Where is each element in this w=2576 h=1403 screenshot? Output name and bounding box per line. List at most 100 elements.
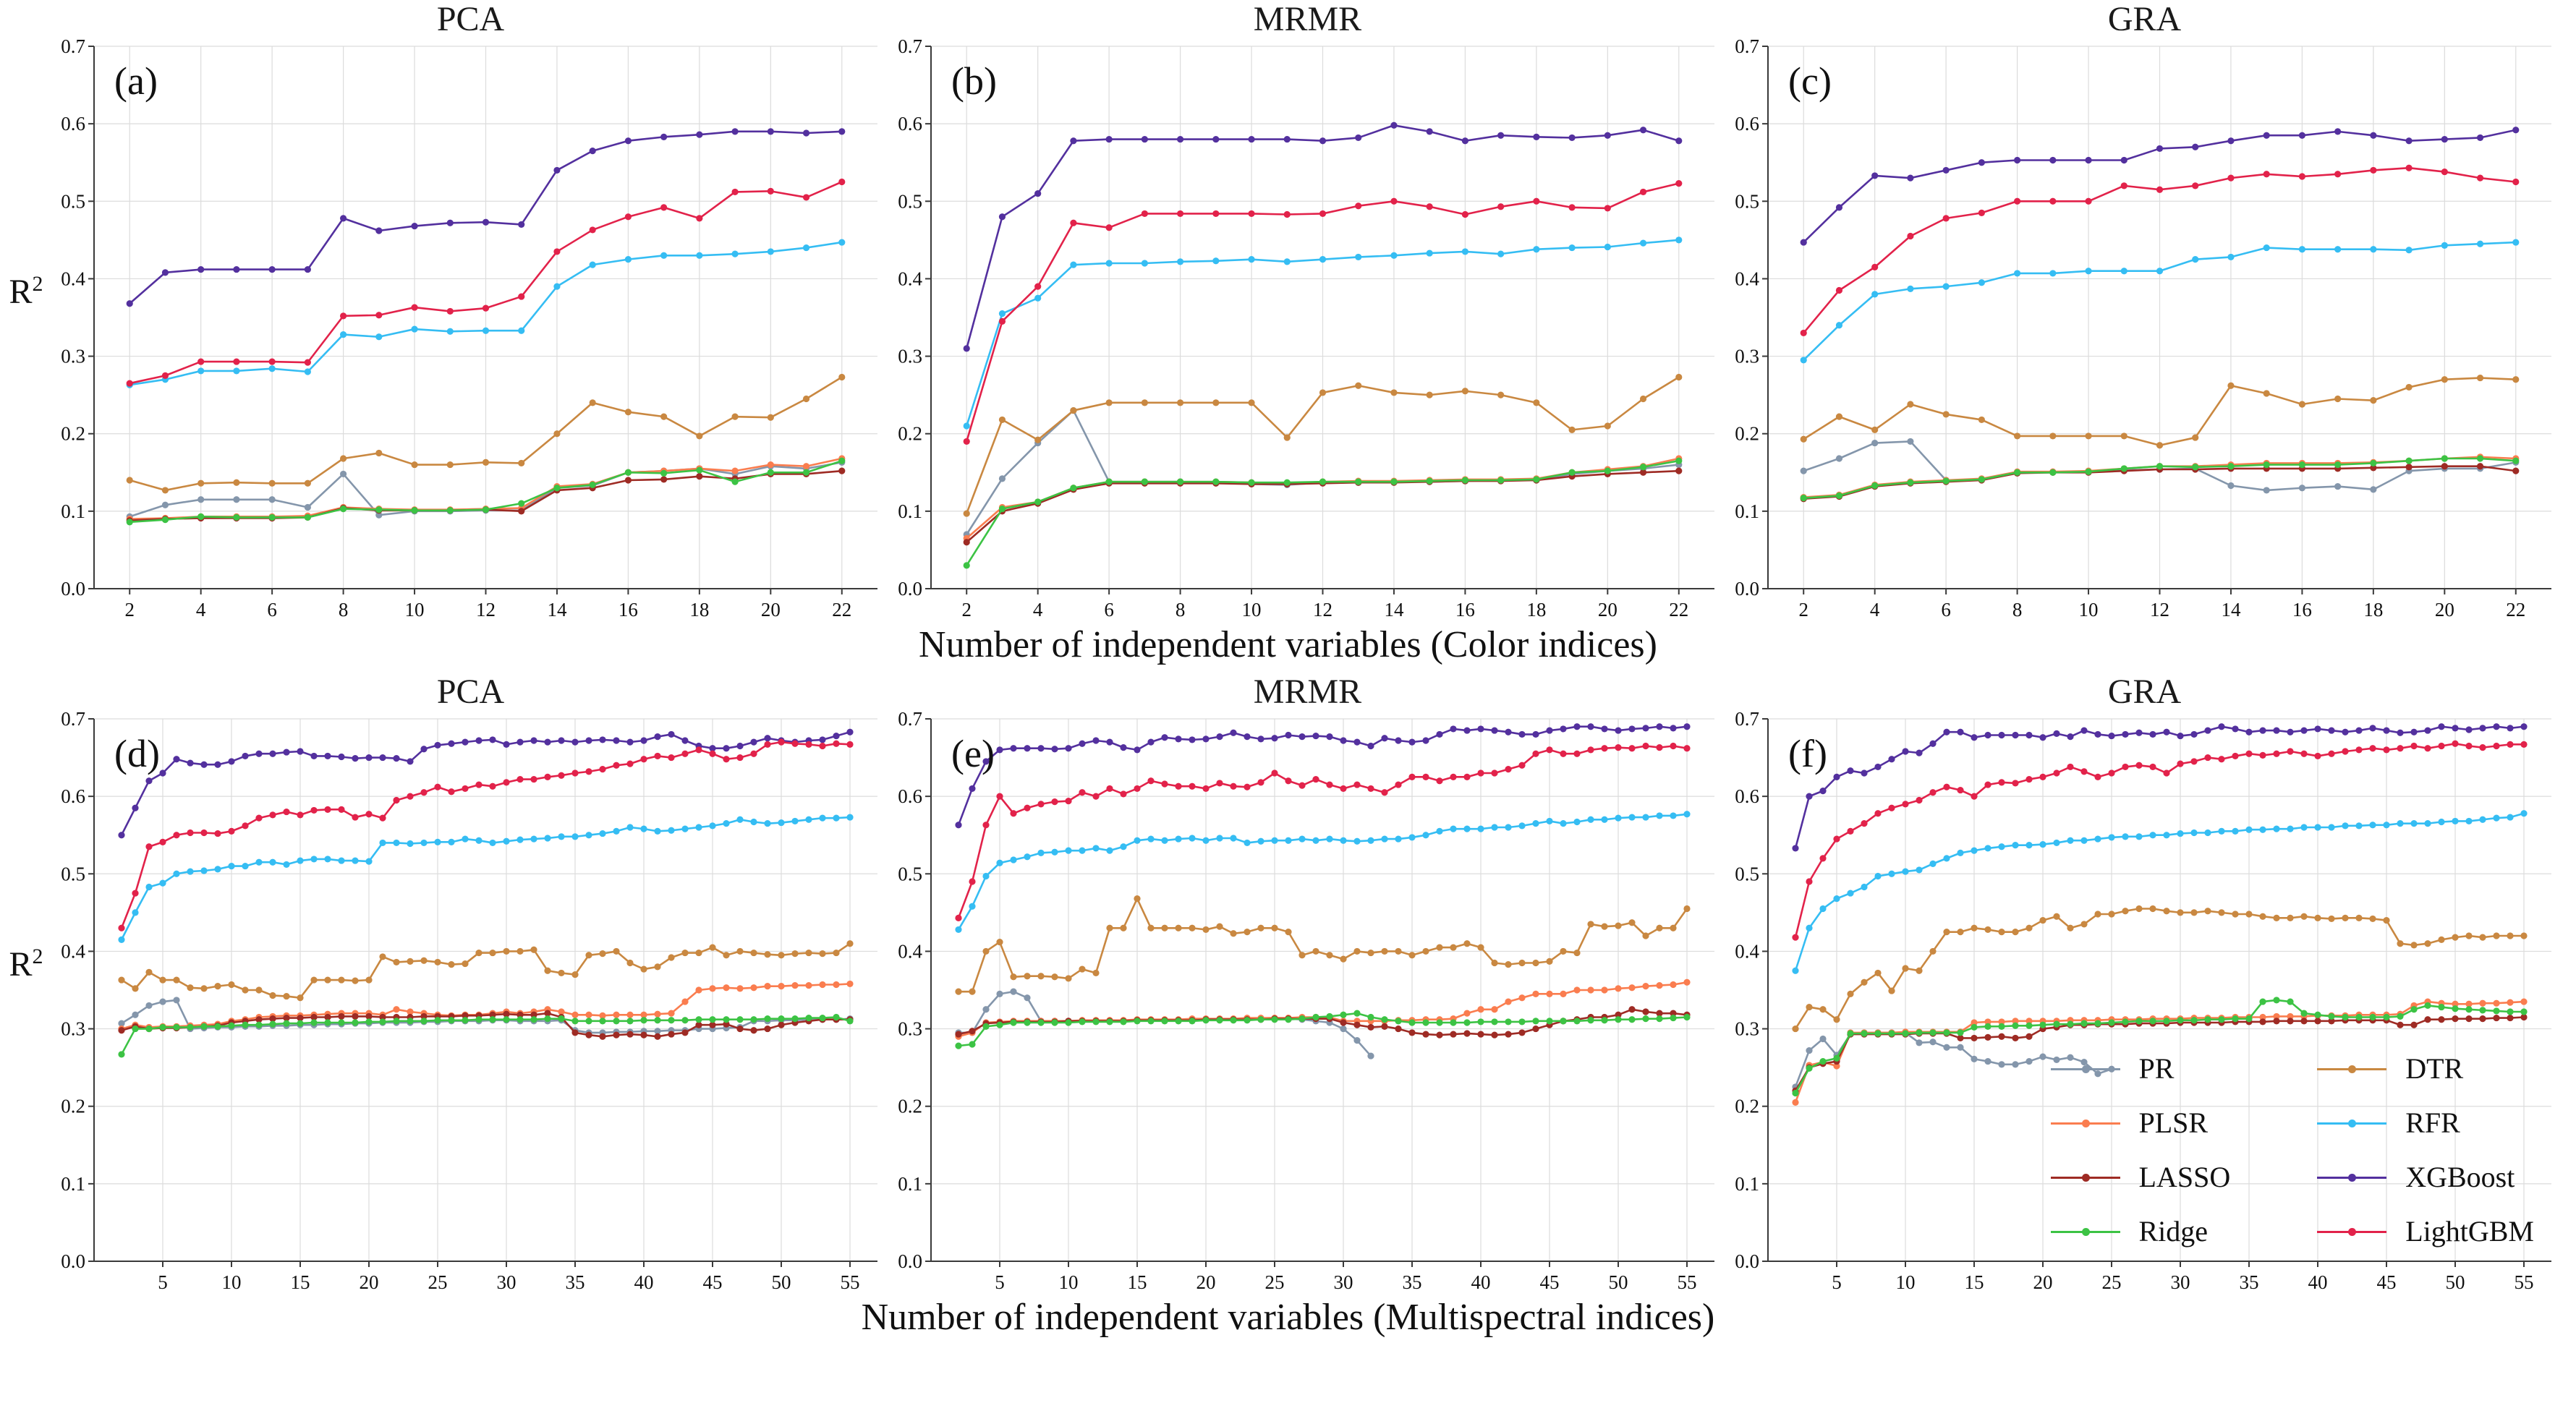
data-point <box>2259 727 2266 734</box>
data-point <box>2438 1016 2445 1023</box>
data-point <box>1120 790 1127 798</box>
data-point <box>1984 1023 1991 1030</box>
panel-letter: (c) <box>1788 59 1832 103</box>
series-LightGBM <box>118 738 854 931</box>
data-point <box>764 983 771 990</box>
data-point <box>1422 773 1429 780</box>
data-point <box>1395 947 1402 955</box>
data-point <box>802 463 810 470</box>
data-point <box>187 759 194 767</box>
data-point <box>805 1014 812 1022</box>
data-point <box>2410 728 2418 735</box>
data-point <box>1871 291 1879 298</box>
data-point <box>2370 464 2377 472</box>
data-point <box>475 1016 483 1023</box>
data-point <box>2397 1021 2404 1028</box>
data-point <box>778 819 785 827</box>
data-point <box>2287 825 2294 832</box>
data-point <box>1034 436 1042 443</box>
data-point <box>1024 745 1031 752</box>
series-XGBoost <box>955 723 1691 829</box>
data-point <box>1601 725 1608 733</box>
data-point <box>1355 202 1362 210</box>
data-point <box>1106 738 1113 746</box>
data-point <box>518 327 525 334</box>
data-point <box>1560 1018 1567 1025</box>
data-point <box>1861 769 1868 777</box>
data-point <box>2025 731 2033 739</box>
data-point <box>462 960 469 968</box>
data-point <box>626 738 634 746</box>
data-point <box>1298 733 1306 741</box>
data-point <box>304 368 311 375</box>
data-point <box>411 507 418 514</box>
data-point <box>1355 478 1362 485</box>
data-point <box>2273 914 2280 921</box>
data-point <box>1134 785 1141 793</box>
data-point <box>1942 411 1950 418</box>
data-point <box>233 265 240 273</box>
x-tick-label: 15 <box>1965 1271 1984 1293</box>
data-point <box>696 252 703 259</box>
data-point <box>233 513 240 521</box>
data-point <box>1202 837 1210 844</box>
data-point <box>571 738 579 746</box>
data-point <box>2273 825 2280 832</box>
data-point <box>1176 210 1184 218</box>
data-point <box>996 1021 1003 1028</box>
data-point <box>1037 973 1045 980</box>
data-point <box>446 307 454 315</box>
data-point <box>255 1021 263 1028</box>
data-point <box>2507 932 2514 939</box>
legend-swatch-PLSR <box>2050 1119 2120 1127</box>
data-point <box>2263 390 2270 397</box>
data-point <box>750 1016 757 1023</box>
y-tick-label: 0.7 <box>898 712 922 730</box>
data-point <box>1491 824 1498 831</box>
data-point <box>339 312 347 320</box>
data-point <box>375 312 383 319</box>
data-point <box>1847 827 1854 835</box>
data-point <box>475 737 483 744</box>
data-point <box>420 839 428 847</box>
data-point <box>1888 804 1895 811</box>
data-point <box>2405 164 2413 171</box>
data-point <box>1436 730 1443 738</box>
data-point <box>1010 988 1017 995</box>
y-tick-label: 0.7 <box>1735 712 1759 730</box>
data-point <box>681 949 689 957</box>
data-point <box>838 467 846 474</box>
data-point <box>126 300 133 307</box>
data-point <box>2479 816 2486 823</box>
data-point <box>255 814 263 822</box>
data-point <box>819 950 826 958</box>
data-point <box>996 746 1003 754</box>
data-point <box>998 317 1006 325</box>
data-point <box>1800 357 1807 364</box>
data-point <box>1353 1010 1361 1017</box>
data-point <box>1037 849 1045 856</box>
data-point <box>709 1016 716 1023</box>
data-point <box>544 835 551 842</box>
data-point <box>2370 486 2377 493</box>
data-point <box>352 857 359 864</box>
data-point <box>283 992 290 1000</box>
data-point <box>482 218 490 226</box>
data-point <box>1683 978 1691 986</box>
data-point <box>1942 477 1950 485</box>
data-point <box>1628 725 1636 733</box>
data-point <box>1244 783 1251 790</box>
data-point <box>764 1015 771 1023</box>
data-point <box>365 1018 373 1025</box>
data-point <box>1230 835 1237 842</box>
data-point <box>2405 383 2413 391</box>
data-point <box>1601 816 1608 823</box>
data-point <box>200 1023 208 1030</box>
data-point <box>1010 856 1017 863</box>
x-tick-label: 50 <box>772 1271 791 1293</box>
data-point <box>1871 426 1879 433</box>
data-point <box>1381 1016 1388 1023</box>
data-point <box>1518 1029 1526 1036</box>
data-point <box>1806 793 1813 800</box>
data-point <box>1518 959 1526 967</box>
